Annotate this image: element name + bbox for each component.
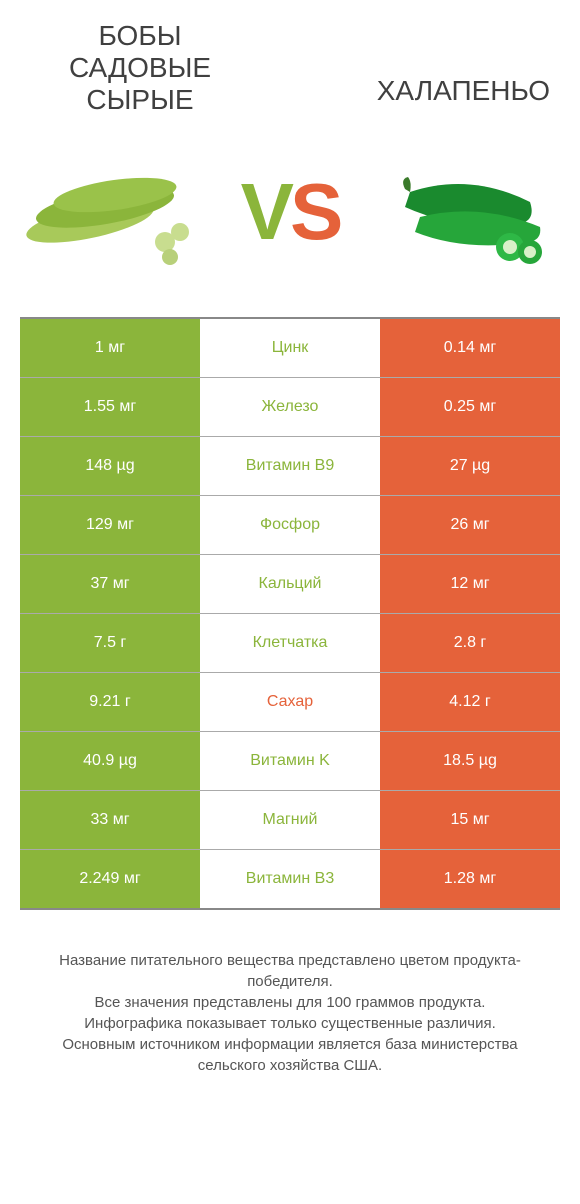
cell-right-value: 12 мг xyxy=(380,555,560,613)
footer-line-2: Все значения представлены для 100 граммо… xyxy=(30,992,550,1013)
header: БОБЫ САДОВЫЕ СЫРЫЕ ХАЛАПЕНЬО xyxy=(0,0,580,127)
table-row: 148 µgВитамин B927 µg xyxy=(20,437,560,496)
cell-right-value: 2.8 г xyxy=(380,614,560,672)
vs-label: VS xyxy=(241,166,340,258)
title-right: ХАЛАПЕНЬО xyxy=(330,20,550,107)
cell-right-value: 18.5 µg xyxy=(380,732,560,790)
table-row: 7.5 гКлетчатка2.8 г xyxy=(20,614,560,673)
footer-line-3: Инфографика показывает только существенн… xyxy=(30,1013,550,1034)
cell-right-value: 0.14 мг xyxy=(380,319,560,377)
cell-right-value: 27 µg xyxy=(380,437,560,495)
cell-left-value: 40.9 µg xyxy=(20,732,200,790)
cell-left-value: 7.5 г xyxy=(20,614,200,672)
cell-nutrient-label: Магний xyxy=(200,791,380,849)
cell-left-value: 2.249 мг xyxy=(20,850,200,908)
cell-nutrient-label: Цинк xyxy=(200,319,380,377)
table-row: 1.55 мгЖелезо0.25 мг xyxy=(20,378,560,437)
cell-nutrient-label: Клетчатка xyxy=(200,614,380,672)
footer-line-4: Основным источником информации является … xyxy=(30,1034,550,1076)
product-image-left xyxy=(20,147,200,277)
vs-s: S xyxy=(290,167,339,256)
table-row: 129 мгФосфор26 мг xyxy=(20,496,560,555)
cell-right-value: 15 мг xyxy=(380,791,560,849)
cell-left-value: 148 µg xyxy=(20,437,200,495)
table-row: 37 мгКальций12 мг xyxy=(20,555,560,614)
cell-nutrient-label: Фосфор xyxy=(200,496,380,554)
table-row: 40.9 µgВитамин K18.5 µg xyxy=(20,732,560,791)
cell-left-value: 129 мг xyxy=(20,496,200,554)
cell-nutrient-label: Железо xyxy=(200,378,380,436)
cell-nutrient-label: Витамин K xyxy=(200,732,380,790)
cell-nutrient-label: Витамин B9 xyxy=(200,437,380,495)
title-left: БОБЫ САДОВЫЕ СЫРЫЕ xyxy=(30,20,250,117)
table-row: 33 мгМагний15 мг xyxy=(20,791,560,850)
cell-left-value: 1 мг xyxy=(20,319,200,377)
cell-nutrient-label: Сахар xyxy=(200,673,380,731)
table-row: 2.249 мгВитамин B31.28 мг xyxy=(20,850,560,908)
cell-right-value: 4.12 г xyxy=(380,673,560,731)
cell-left-value: 9.21 г xyxy=(20,673,200,731)
footer-line-1: Название питательного вещества представл… xyxy=(30,950,550,992)
cell-right-value: 26 мг xyxy=(380,496,560,554)
table-row: 9.21 гСахар4.12 г xyxy=(20,673,560,732)
cell-nutrient-label: Кальций xyxy=(200,555,380,613)
cell-left-value: 1.55 мг xyxy=(20,378,200,436)
cell-right-value: 0.25 мг xyxy=(380,378,560,436)
table-row: 1 мгЦинк0.14 мг xyxy=(20,319,560,378)
cell-left-value: 33 мг xyxy=(20,791,200,849)
vs-v: V xyxy=(241,167,290,256)
footer: Название питательного вещества представл… xyxy=(0,910,580,1096)
cell-right-value: 1.28 мг xyxy=(380,850,560,908)
cell-nutrient-label: Витамин B3 xyxy=(200,850,380,908)
cell-left-value: 37 мг xyxy=(20,555,200,613)
product-image-right xyxy=(380,147,560,277)
hero-row: VS xyxy=(0,127,580,317)
comparison-table: 1 мгЦинк0.14 мг1.55 мгЖелезо0.25 мг148 µ… xyxy=(20,317,560,910)
